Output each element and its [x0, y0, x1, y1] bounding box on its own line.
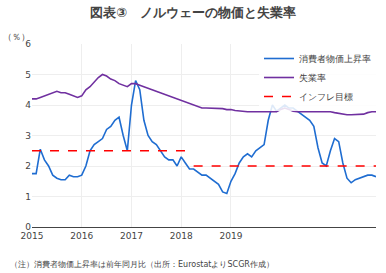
svg-text:3: 3 [25, 131, 31, 141]
svg-text:インフレ目標: インフレ目標 [299, 92, 353, 102]
svg-text:消費者物価上昇率: 消費者物価上昇率 [299, 54, 371, 64]
svg-text:2015: 2015 [21, 231, 44, 241]
svg-text:2017: 2017 [120, 231, 143, 241]
svg-text:2: 2 [25, 161, 31, 171]
svg-text:図表③ ノルウェーの物価と失業率: 図表③ ノルウェーの物価と失業率 [90, 5, 296, 20]
svg-text:2019: 2019 [219, 231, 242, 241]
svg-text:2018: 2018 [170, 231, 193, 241]
svg-text:（注）消費者物価上昇率は前年同月比（出所：Eurostatよ: （注）消費者物価上昇率は前年同月比（出所：EurostatよりSCGR作成） [10, 260, 274, 269]
svg-text:1: 1 [25, 192, 31, 202]
svg-text:6: 6 [25, 39, 31, 49]
svg-text:2016: 2016 [70, 231, 93, 241]
svg-text:（％）: （％） [3, 32, 30, 42]
svg-text:0: 0 [25, 222, 31, 232]
svg-text:失業率: 失業率 [299, 73, 326, 83]
svg-text:5: 5 [25, 70, 31, 80]
svg-text:4: 4 [25, 100, 31, 110]
